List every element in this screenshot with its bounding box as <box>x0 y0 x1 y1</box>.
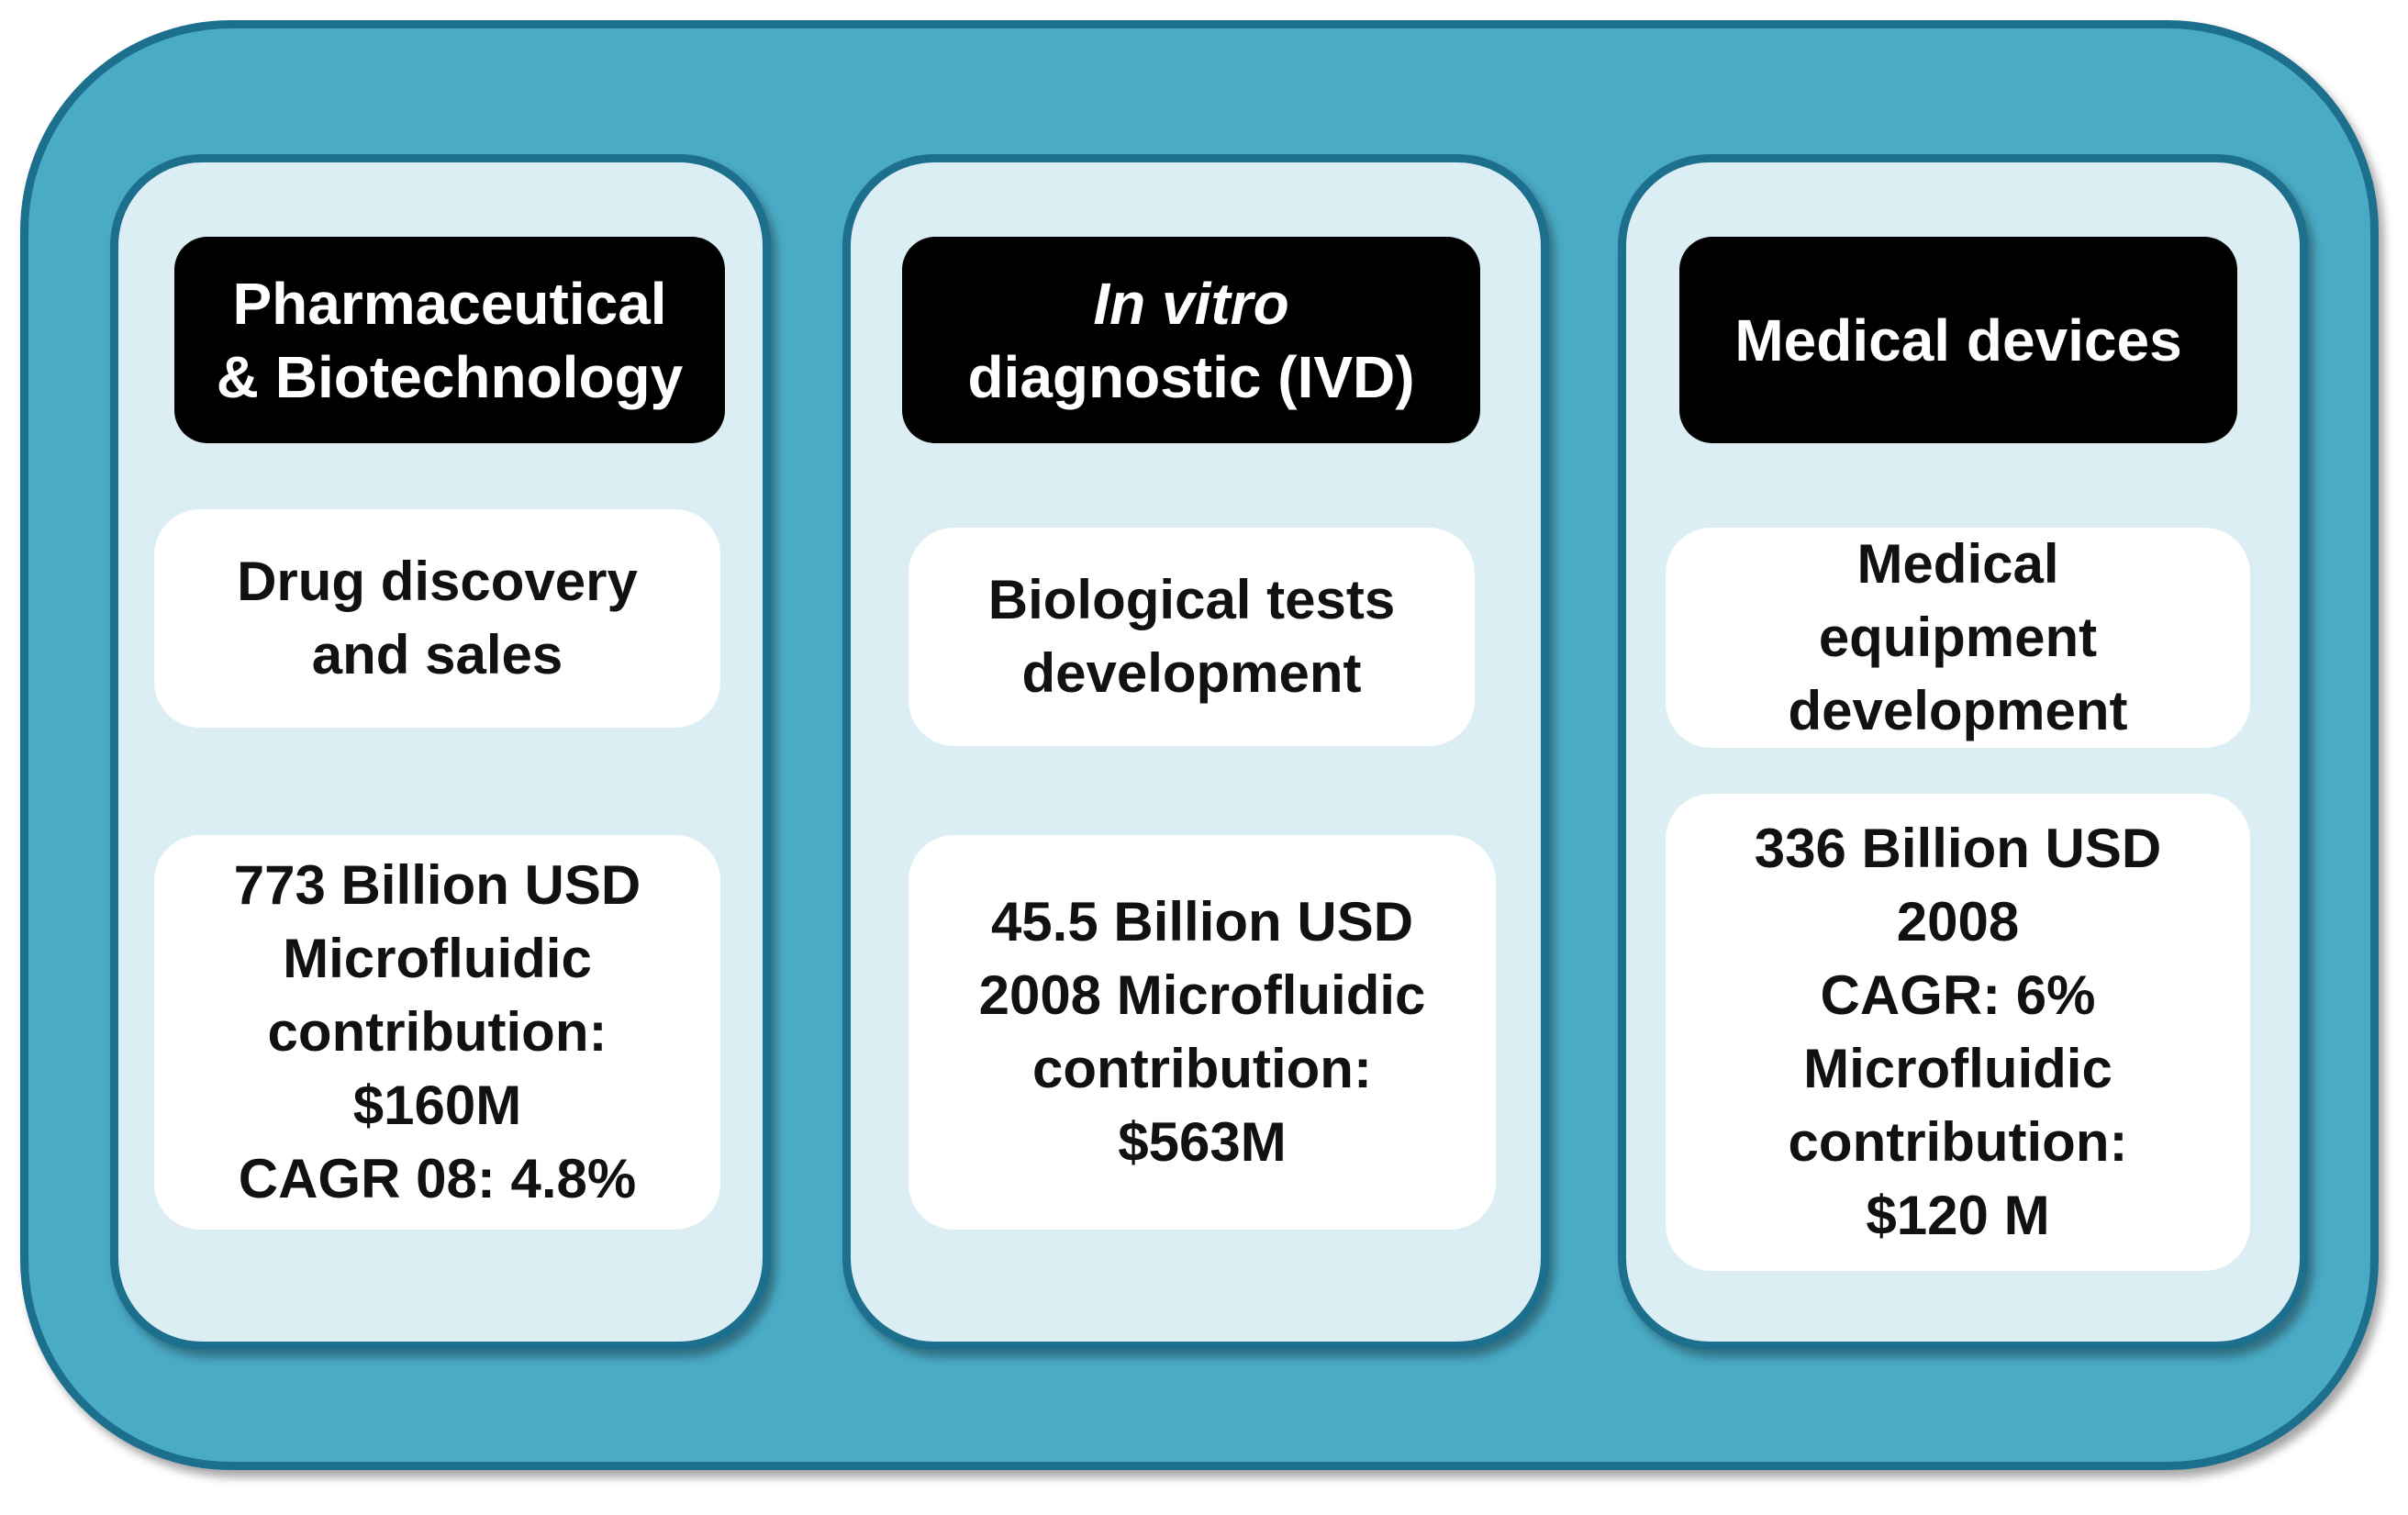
header-medical-devices: Medical devices <box>1679 237 2237 443</box>
activity-card-ivd: Biological tests development <box>909 528 1475 746</box>
market-card-medical-devices: 336 Billion USD 2008 CAGR: 6% Microfluid… <box>1666 794 2250 1271</box>
market-card-ivd: 45.5 Billion USD 2008 Microfluidic contr… <box>909 835 1496 1230</box>
header-ivd-rest: diagnostic (IVD) <box>967 343 1415 410</box>
activity-card-medical-devices: Medical equipment development <box>1666 528 2250 748</box>
header-pharma: Pharmaceutical & Biotechnology <box>174 237 725 443</box>
activity-card-pharma: Drug discovery and sales <box>154 509 720 728</box>
header-ivd: In vitro diagnostic (IVD) <box>902 237 1480 443</box>
header-ivd-italic: In vitro <box>1093 270 1289 337</box>
market-card-pharma: 773 Billion USD Microfluidic contributio… <box>154 835 720 1230</box>
